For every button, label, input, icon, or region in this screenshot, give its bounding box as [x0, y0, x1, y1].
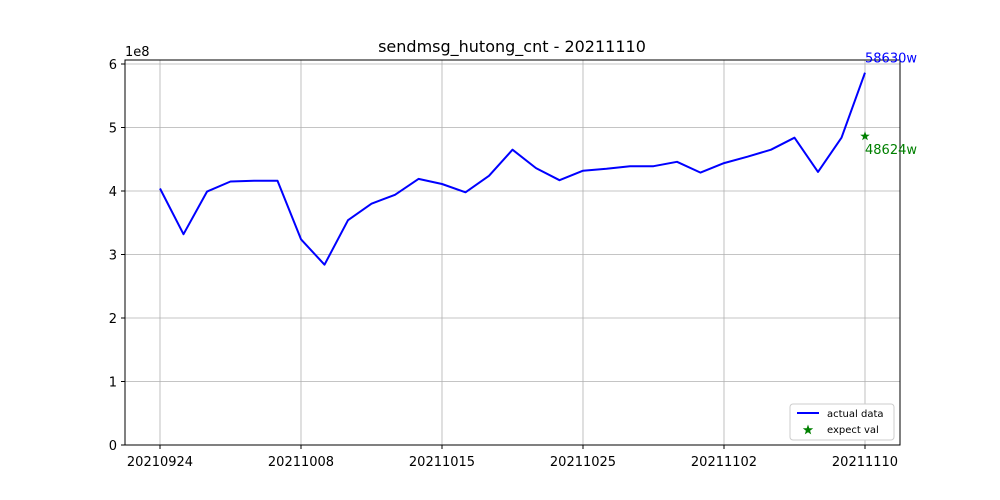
grid: [125, 60, 900, 445]
series-line-actual-data: [159, 72, 866, 266]
chart-title: sendmsg_hutong_cnt - 20211110: [378, 37, 646, 57]
y-tick-label: 3: [109, 249, 117, 264]
annotation-actual: 58630w: [865, 52, 917, 67]
y-tick-label: 1: [109, 376, 117, 391]
x-tick-label: 20211102: [691, 455, 757, 470]
x-tick-label: 20211110: [832, 455, 898, 470]
x-tick-label: 20211008: [268, 455, 334, 470]
expect-val-marker: [860, 131, 870, 141]
x-tick-label: 20210924: [127, 455, 193, 470]
axis-ticks: 0 1 2 3 4 5 6 20210924 20211008 20211015 20211025 2…: [109, 58, 898, 470]
y-tick-label: 2: [109, 312, 117, 327]
y-tick-label: 0: [109, 439, 117, 454]
x-tick-label: 20211015: [409, 455, 475, 470]
legend-label-expect: expect val: [827, 425, 879, 436]
x-tick-label: 20211025: [550, 455, 616, 470]
y-tick-label: 6: [109, 58, 117, 73]
plot-frame: [124, 59, 901, 446]
legend-label-actual: actual data: [827, 409, 884, 420]
legend: actual data expect val: [789, 403, 895, 441]
y-tick-label: 5: [109, 122, 117, 137]
annotation-expect: 48624w: [865, 143, 917, 158]
y-scale-label: 1e8: [125, 45, 150, 60]
legend-star-marker: [802, 424, 814, 435]
series: [159, 72, 870, 266]
y-tick-label: 4: [109, 185, 117, 200]
